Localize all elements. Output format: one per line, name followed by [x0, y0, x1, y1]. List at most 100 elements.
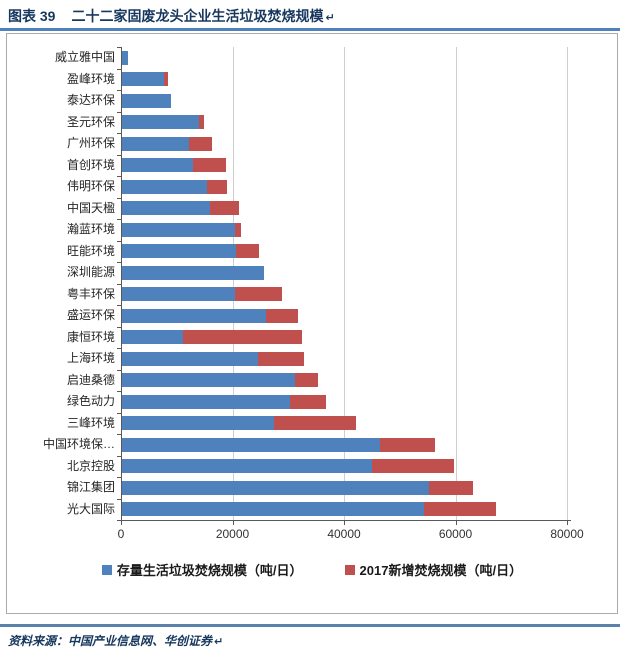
category-baseline — [117, 520, 571, 521]
category-axis-tick — [117, 369, 121, 371]
bar-segment-existing-capacity — [121, 330, 184, 345]
category-axis-tick — [117, 498, 121, 500]
value-axis-tick-label: 0 — [117, 527, 125, 541]
bar-segment-new-2017 — [199, 115, 205, 130]
category-label: 康恒环境 — [66, 329, 115, 344]
bar-segment-existing-capacity — [121, 265, 264, 280]
bar-segment-existing-capacity — [121, 158, 194, 173]
category-axis-tick — [117, 412, 121, 414]
bar-segment-new-2017 — [235, 222, 242, 237]
bar-segment-new-2017 — [265, 308, 298, 323]
category-label: 中国环境保… — [42, 437, 115, 451]
figure-number: 图表 39 — [8, 8, 56, 24]
bar-segment-new-2017 — [206, 179, 227, 194]
legend-swatch-icon — [344, 564, 355, 575]
bar-segment-existing-capacity — [121, 244, 237, 259]
bar-segment-existing-capacity — [121, 502, 425, 517]
paragraph-mark-icon: ↵ — [214, 636, 224, 648]
bar-segment-existing-capacity — [121, 50, 129, 65]
category-axis-tick — [117, 68, 121, 70]
value-axis-tick-label: 60000 — [438, 527, 473, 541]
category-axis-tick — [117, 133, 121, 134]
category-axis-tick — [117, 477, 121, 478]
source-text: 资料来源：中国产业信息网、华创证券 — [8, 634, 213, 648]
bar-segment-existing-capacity — [121, 287, 235, 302]
category-label: 三峰环境 — [66, 415, 115, 430]
category-axis-tick — [117, 47, 121, 48]
bar-segment-new-2017 — [428, 480, 474, 495]
bar-segment-new-2017 — [294, 373, 319, 388]
bar-segment-new-2017 — [273, 416, 356, 431]
value-axis-tick — [232, 521, 234, 525]
category-axis-tick — [117, 90, 121, 91]
category-axis-tick — [117, 176, 121, 177]
category-label: 首创环境 — [66, 157, 115, 172]
category-label: 粤丰环保 — [66, 286, 115, 301]
bar-segment-new-2017 — [424, 502, 496, 517]
category-label: 盈峰环境 — [66, 71, 115, 86]
chart-legend: 存量生活垃圾焚烧规模（吨/日） 2017新增焚烧规模（吨/日） — [7, 560, 617, 579]
gridline-x-20000 — [232, 47, 234, 520]
value-axis-tick — [455, 521, 457, 525]
category-axis-tick — [117, 283, 121, 285]
bar-segment-new-2017 — [193, 158, 226, 173]
category-label: 北京控股 — [66, 458, 115, 473]
category-axis-tick — [117, 154, 121, 156]
bar-segment-new-2017 — [379, 437, 435, 452]
legend-label: 2017新增焚烧规模（吨/日） — [359, 563, 523, 578]
bar-segment-existing-capacity — [121, 115, 200, 130]
bar-segment-new-2017 — [210, 201, 240, 216]
category-axis-tick — [117, 455, 121, 457]
bar-segment-new-2017 — [234, 287, 283, 302]
category-axis-tick — [117, 391, 121, 392]
bar-segment-existing-capacity — [121, 459, 372, 474]
legend-entry-new-2017: 2017新增焚烧规模（吨/日） — [344, 560, 523, 579]
chart-frame: 威立雅中国 盈峰环境 泰达环保 圣元环保 广州环保 首创环境 伟明环保 中国天楹 瀚蓝环境 旺能环… — [6, 33, 618, 614]
category-axis-tick — [117, 197, 121, 199]
value-axis-tick-label: 20000 — [215, 527, 250, 541]
gridline-x-80000 — [567, 47, 568, 520]
category-axis-tick — [117, 111, 121, 113]
bar-segment-existing-capacity — [121, 222, 236, 237]
bar-segment-existing-capacity — [121, 394, 291, 409]
category-axis-tick — [117, 434, 121, 435]
bar-segment-existing-capacity — [121, 480, 429, 495]
bar-segment-new-2017 — [290, 394, 326, 409]
value-axis-line — [121, 47, 122, 521]
category-axis-tick — [117, 240, 121, 242]
category-label: 中国天楹 — [66, 200, 115, 215]
legend-entry-existing: 存量生活垃圾焚烧规模（吨/日） — [101, 560, 303, 579]
bar-segment-existing-capacity — [121, 93, 171, 108]
category-label: 伟明环保 — [66, 179, 115, 193]
title-divider-rule — [0, 28, 620, 31]
legend-label: 存量生活垃圾焚烧规模（吨/日） — [116, 563, 303, 578]
value-axis-tick — [567, 521, 568, 525]
bar-segment-new-2017 — [189, 136, 213, 151]
plot-area: 威立雅中国 盈峰环境 泰达环保 圣元环保 广州环保 首创环境 伟明环保 中国天楹 瀚蓝环境 旺能环… — [43, 47, 584, 541]
category-label: 旺能环境 — [66, 243, 115, 258]
source-attribution: 资料来源：中国产业信息网、华创证券 ↵ — [8, 632, 612, 649]
bar-segment-existing-capacity — [121, 351, 259, 366]
value-axis-tick — [121, 521, 122, 525]
category-label: 泰达环保 — [66, 93, 115, 107]
category-label: 广州环保 — [66, 136, 115, 150]
footer-divider-rule — [0, 624, 620, 627]
category-label: 上海环境 — [66, 351, 115, 365]
category-axis-tick — [117, 219, 121, 220]
category-label: 盛运环保 — [66, 308, 115, 322]
category-axis-tick — [117, 305, 121, 306]
category-label: 光大国际 — [66, 501, 115, 516]
category-label: 瀚蓝环境 — [66, 222, 115, 236]
gridline-x-40000 — [344, 47, 345, 520]
category-axis-tick — [117, 348, 121, 349]
bar-segment-existing-capacity — [121, 308, 266, 323]
paragraph-mark-icon: ↵ — [325, 12, 335, 24]
category-label: 绿色动力 — [66, 394, 115, 408]
gridline-x-60000 — [455, 47, 457, 520]
legend-swatch-icon — [101, 564, 112, 575]
category-axis-tick — [117, 262, 121, 263]
value-axis-tick-label: 80000 — [550, 527, 584, 541]
category-label: 启迪桑德 — [66, 372, 115, 387]
bar-segment-existing-capacity — [121, 437, 380, 452]
